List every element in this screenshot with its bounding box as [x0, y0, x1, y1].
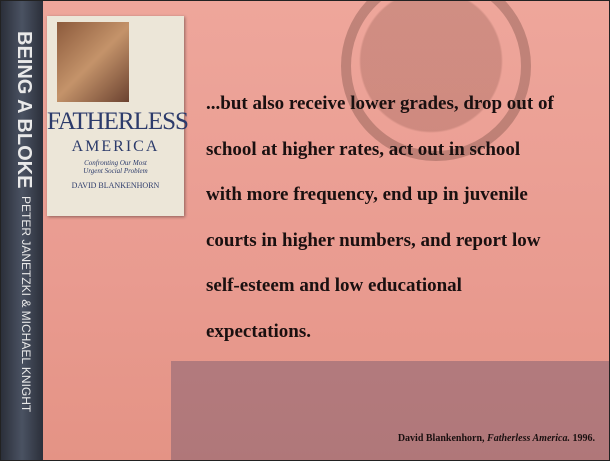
book-spine: BEING A BLOKE PETER JANETZKI & MICHAEL K… [1, 1, 43, 460]
cover-author: DAVID BLANKENHORN [47, 181, 184, 190]
spine-title: BEING A BLOKE [12, 31, 35, 188]
background-letters [171, 361, 610, 461]
cover-subtitle: Confronting Our Most [47, 159, 184, 167]
citation: David Blankenhorn, Fatherless America. 1… [398, 433, 595, 444]
quote-line: expectations. [206, 321, 311, 343]
cover-title: FATHERLESS [47, 108, 184, 136]
cover-title: AMERICA [47, 138, 184, 156]
spine-authors: PETER JANETZKI & MICHAEL KNIGHT [19, 196, 33, 412]
citation-year: 1996. [573, 433, 596, 444]
quote-line: ...but also receive lower grades, drop o… [206, 93, 554, 115]
quote-line: school at higher rates, act out in schoo… [206, 139, 520, 161]
slide: BEING A BLOKE PETER JANETZKI & MICHAEL K… [0, 0, 610, 461]
book-cover: FATHERLESS AMERICA Confronting Our Most … [47, 16, 184, 216]
citation-work: Fatherless America. [487, 433, 570, 444]
quote-line: courts in higher numbers, and report low [206, 230, 540, 252]
citation-author: David Blankenhorn, [398, 433, 485, 444]
quote-line: with more frequency, end up in juvenile [206, 184, 528, 206]
quote-line: self-esteem and low educational [206, 275, 462, 297]
background-ring [341, 0, 531, 161]
cover-subtitle: Urgent Social Problem [47, 167, 184, 175]
cover-photo [57, 22, 129, 102]
